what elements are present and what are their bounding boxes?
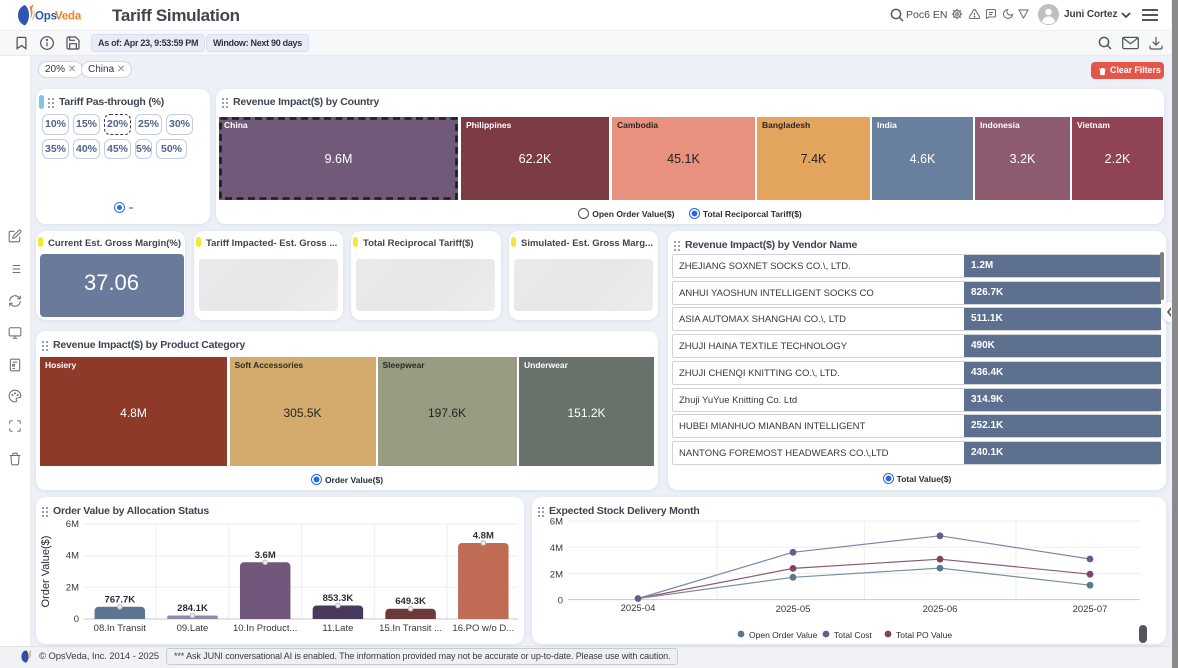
svg-text:Total Cost: Total Cost [834,630,872,640]
svg-text:11.Late: 11.Late [322,623,353,634]
svg-text:3.6M: 3.6M [255,550,276,561]
svg-text:2025-05: 2025-05 [776,604,811,615]
svg-text:2025-06: 2025-06 [923,604,958,615]
svg-text:0: 0 [74,614,79,625]
svg-text:2025-07: 2025-07 [1073,604,1108,615]
svg-text:2M: 2M [66,582,79,593]
svg-text:6M: 6M [550,517,563,528]
svg-text:2M: 2M [550,569,563,580]
svg-text:10.In Product...: 10.In Product... [233,623,297,634]
svg-text:16.PO w/o D...: 16.PO w/o D... [452,623,514,634]
svg-text:Veda: Veda [55,11,81,23]
svg-text:767.7K: 767.7K [104,594,135,605]
svg-text:2025-04: 2025-04 [621,603,656,614]
svg-text:649.3K: 649.3K [395,596,426,607]
svg-text:Order Value($): Order Value($) [40,536,52,608]
svg-text:4.8M: 4.8M [473,531,494,542]
svg-text:284.1K: 284.1K [177,603,208,614]
svg-text:6M: 6M [66,519,79,530]
svg-text:Open Order Value: Open Order Value [749,630,818,640]
svg-text:4M: 4M [550,543,563,554]
svg-text:Ops: Ops [35,11,57,23]
svg-text:0: 0 [558,596,563,607]
svg-text:4M: 4M [66,551,79,562]
svg-text:08.In Transit: 08.In Transit [94,623,147,634]
svg-text:Total PO Value: Total PO Value [896,630,952,640]
svg-text:09.Late: 09.Late [177,623,209,634]
svg-text:15.In Transit ...: 15.In Transit ... [379,623,442,634]
svg-text:853.3K: 853.3K [323,593,354,604]
